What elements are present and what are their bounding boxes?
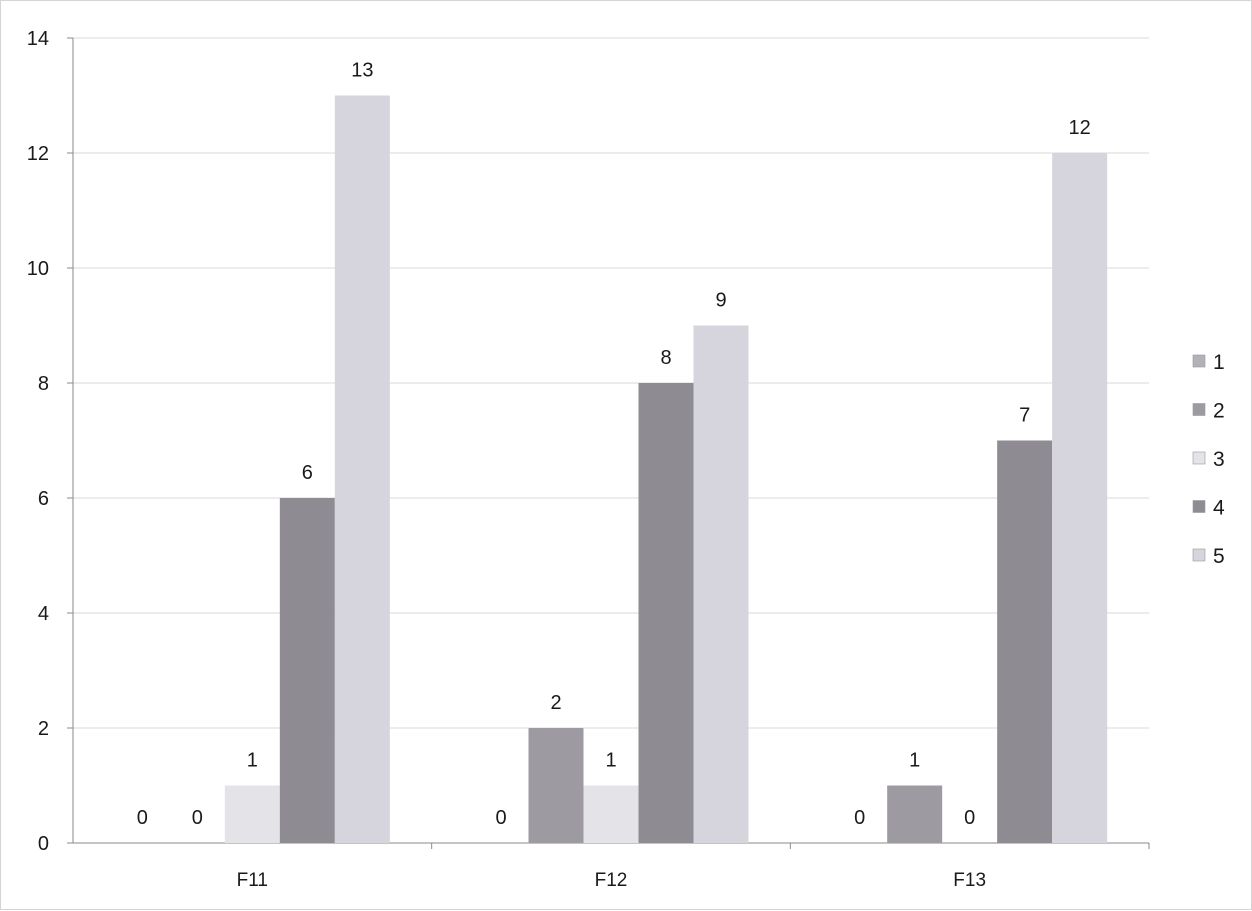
data-label: 0: [854, 807, 865, 829]
x-tick-label: F12: [595, 870, 628, 891]
gridlines: [73, 37, 1149, 729]
legend-label: 5: [1213, 545, 1225, 568]
legend-label: 3: [1213, 448, 1225, 471]
bar: [528, 728, 584, 843]
data-label: 0: [137, 807, 148, 829]
legend-swatch: [1192, 354, 1206, 368]
bar: [583, 785, 639, 843]
legend-swatch: [1192, 451, 1206, 465]
data-label: 8: [660, 347, 671, 369]
y-tick-label: 14: [27, 28, 49, 50]
legend-label: 1: [1213, 351, 1225, 374]
legend-swatch: [1192, 548, 1206, 562]
bar: [224, 785, 280, 843]
bar: [638, 383, 694, 843]
y-axis-ticks: 0 2 4 6 8 10 12 14: [27, 28, 49, 855]
data-label: 0: [964, 807, 975, 829]
y-tick-label: 6: [38, 488, 49, 510]
data-label: 1: [909, 750, 920, 772]
data-label: 1: [247, 750, 258, 772]
y-tick-label: 12: [27, 143, 49, 165]
y-tick-label: 4: [38, 603, 49, 625]
bar: [334, 95, 390, 843]
y-tick-label: 8: [38, 373, 49, 395]
bar: [997, 440, 1053, 843]
data-label: 0: [495, 807, 506, 829]
x-tick-label: F13: [953, 870, 986, 891]
legend-label: 2: [1213, 400, 1225, 423]
y-tick-label: 10: [27, 258, 49, 280]
bar: [1052, 153, 1108, 843]
y-tick-label: 0: [38, 833, 49, 855]
bar: [693, 325, 749, 843]
x-tick-label: F11: [237, 870, 268, 891]
data-label: 7: [1019, 405, 1030, 427]
legend-label: 4: [1213, 497, 1225, 520]
data-label: 2: [550, 692, 561, 714]
y-tick-label: 2: [38, 718, 49, 740]
legend-swatch: [1192, 500, 1206, 513]
data-label: 6: [302, 462, 313, 484]
data-label: 9: [715, 290, 726, 312]
bar: [279, 498, 335, 843]
data-label: 1: [605, 750, 616, 772]
axes: [67, 37, 1150, 849]
legend: 1 2 3 4 5: [1192, 351, 1225, 568]
data-label: 13: [351, 60, 373, 82]
bar: [887, 785, 943, 843]
bars: [224, 95, 1108, 843]
x-axis-ticks: F11 F12 F13: [237, 870, 986, 891]
legend-swatch: [1192, 403, 1206, 416]
data-label: 12: [1069, 117, 1091, 139]
data-label: 0: [192, 807, 203, 829]
